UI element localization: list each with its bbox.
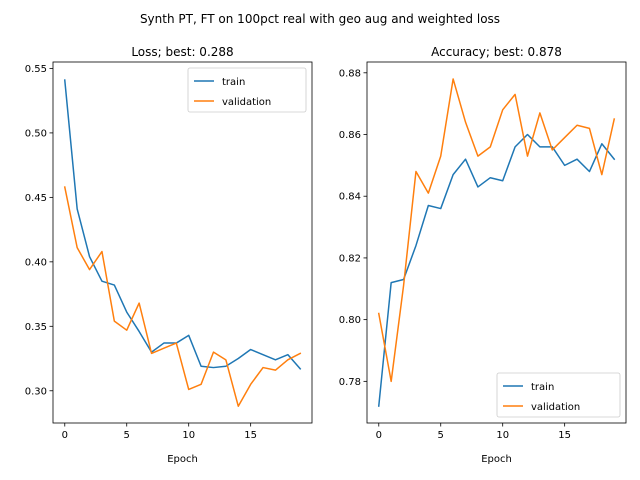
accuracy-x-tick-label: 10 (496, 430, 509, 441)
accuracy-legend-box (496, 372, 621, 418)
accuracy-train-line (377, 133, 616, 407)
loss-y-tick-label: 0.50 (25, 128, 47, 139)
loss-legend-box (187, 67, 307, 113)
accuracy-panel: Accuracy; best: 0.878 0 5 10 15 0.78 0.80 0.82 0… (339, 45, 627, 465)
accuracy-y-tick-label: 0.84 (339, 192, 361, 203)
figure-title: Synth PT, FT on 100pct real with geo aug… (140, 12, 500, 26)
loss-y-tick-label: 0.55 (25, 64, 47, 75)
accuracy-validation-line (377, 78, 616, 383)
accuracy-y-tick-label: 0.86 (339, 130, 361, 141)
accuracy-legend-train-label: train (531, 382, 554, 393)
loss-axes-frame (52, 61, 313, 424)
loss-y-tick-label: 0.35 (25, 322, 47, 333)
accuracy-y-tick-label: 0.88 (339, 68, 361, 79)
accuracy-x-tick-label: 15 (558, 430, 571, 441)
loss-y-tick-label: 0.45 (25, 193, 47, 204)
loss-panel: Loss; best: 0.288 0 5 10 15 0.30 0.35 0.40 0.45 0… (25, 45, 313, 465)
loss-x-tick-label: 15 (244, 430, 257, 441)
accuracy-y-tick-label: 0.78 (339, 377, 361, 388)
accuracy-y-tick-label: 0.82 (339, 253, 361, 264)
accuracy-axes-frame (366, 61, 627, 424)
accuracy-legend-validation-label: validation (531, 402, 580, 413)
loss-x-tick-label: 5 (124, 430, 130, 441)
loss-x-tick-label: 10 (182, 430, 195, 441)
loss-train-line (63, 79, 302, 370)
accuracy-x-tick-label: 5 (438, 430, 444, 441)
loss-validation-line (63, 186, 302, 407)
loss-y-tick-label: 0.40 (25, 257, 47, 268)
loss-legend-validation-label: validation (222, 97, 271, 108)
accuracy-x-axis-label: Epoch (481, 454, 512, 465)
loss-chart-title: Loss; best: 0.288 (131, 45, 233, 59)
accuracy-x-tick-label: 0 (376, 430, 382, 441)
loss-legend-train-label: train (222, 77, 245, 88)
loss-x-tick-label: 0 (62, 430, 68, 441)
loss-y-tick-label: 0.30 (25, 386, 47, 397)
accuracy-legend: train validation (496, 372, 621, 418)
accuracy-chart-title: Accuracy; best: 0.878 (431, 45, 562, 59)
loss-legend: train validation (187, 67, 307, 113)
loss-x-axis-label: Epoch (167, 454, 198, 465)
accuracy-y-tick-label: 0.80 (339, 315, 361, 326)
